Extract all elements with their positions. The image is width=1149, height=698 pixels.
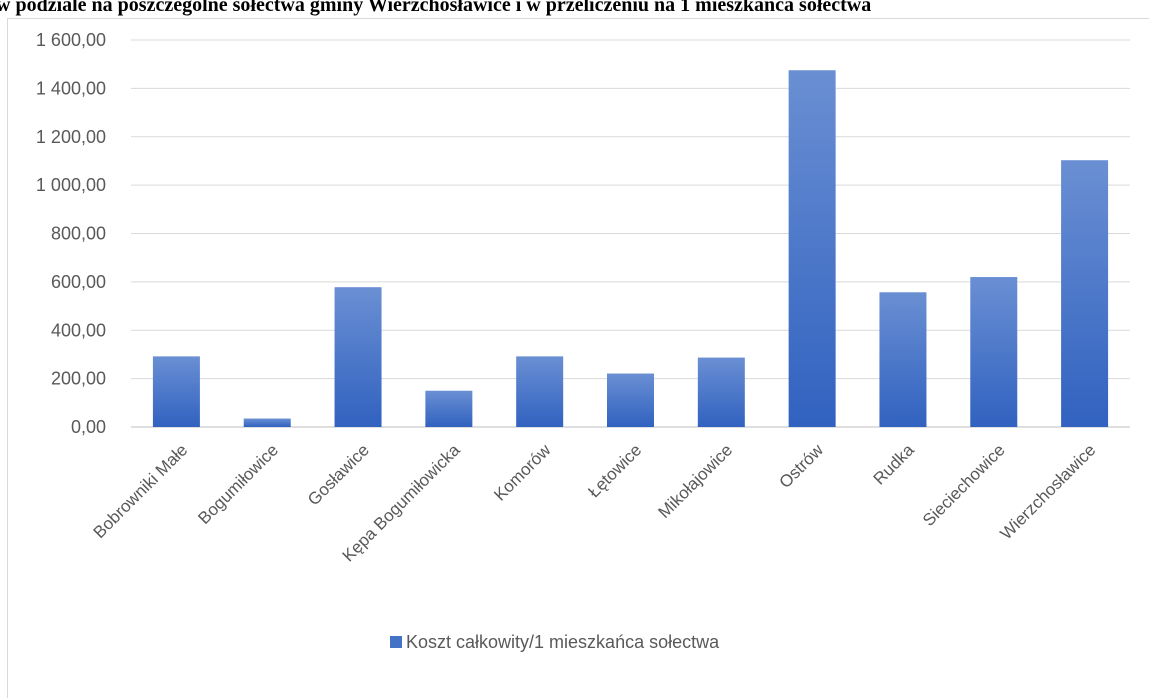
y-axis-tick-labels: 0,00 200,00 400,00 600,00 800,00 1 000,00 1 20… xyxy=(36,30,106,437)
y-tick-label: 1 400,00 xyxy=(36,78,106,98)
x-category-label: Sieciechowice xyxy=(919,440,1009,530)
bar xyxy=(334,287,382,427)
x-category-label: Rudka xyxy=(870,440,919,489)
y-tick-label: 600,00 xyxy=(51,272,106,292)
y-tick-label: 200,00 xyxy=(51,369,106,389)
y-tick-label: 800,00 xyxy=(51,224,106,244)
gridlines xyxy=(131,39,1130,428)
x-axis-category-labels: Bobrowniki Małe Bogumiłowice GosławiceKępa… xyxy=(90,440,1100,566)
chart-title: w podziale na poszczególne sołectwa gmin… xyxy=(0,0,872,16)
y-tick-label: 400,00 xyxy=(51,320,106,340)
y-tick-label: 1 000,00 xyxy=(36,175,106,195)
x-category-label: Bogumiłowice xyxy=(194,440,282,528)
x-category-label: Mikołajowice xyxy=(655,440,737,522)
legend-label: Koszt całkowity/1 mieszkańca sołectwa xyxy=(406,632,720,652)
x-category-label: Komorów xyxy=(490,440,555,505)
bar xyxy=(879,292,927,427)
bar xyxy=(243,418,291,427)
y-tick-label: 1 200,00 xyxy=(36,127,106,147)
bar xyxy=(788,70,836,427)
y-tick-label: 0,00 xyxy=(71,417,106,437)
bar-chart: 0,00 200,00 400,00 600,00 800,00 1 000,00 1 20… xyxy=(36,30,1130,652)
bar xyxy=(697,357,745,427)
bar xyxy=(607,373,654,427)
x-category-label: Łętowice xyxy=(584,440,645,501)
legend: Koszt całkowity/1 mieszkańca sołectwa xyxy=(390,632,720,652)
x-category-label: Gosławice xyxy=(304,440,373,509)
chart-frame xyxy=(7,18,1149,698)
bar xyxy=(152,356,200,427)
legend-swatch xyxy=(390,636,402,648)
x-category-label: Wierzchosławice xyxy=(996,440,1099,543)
x-category-label: Ostrów xyxy=(775,440,827,492)
bar xyxy=(425,390,473,427)
bars xyxy=(152,70,1109,428)
x-category-label: Bobrowniki Małe xyxy=(90,440,192,542)
bar xyxy=(1061,160,1109,428)
bar xyxy=(516,356,564,427)
y-tick-label: 1 600,00 xyxy=(36,30,106,50)
bar xyxy=(970,277,1018,427)
